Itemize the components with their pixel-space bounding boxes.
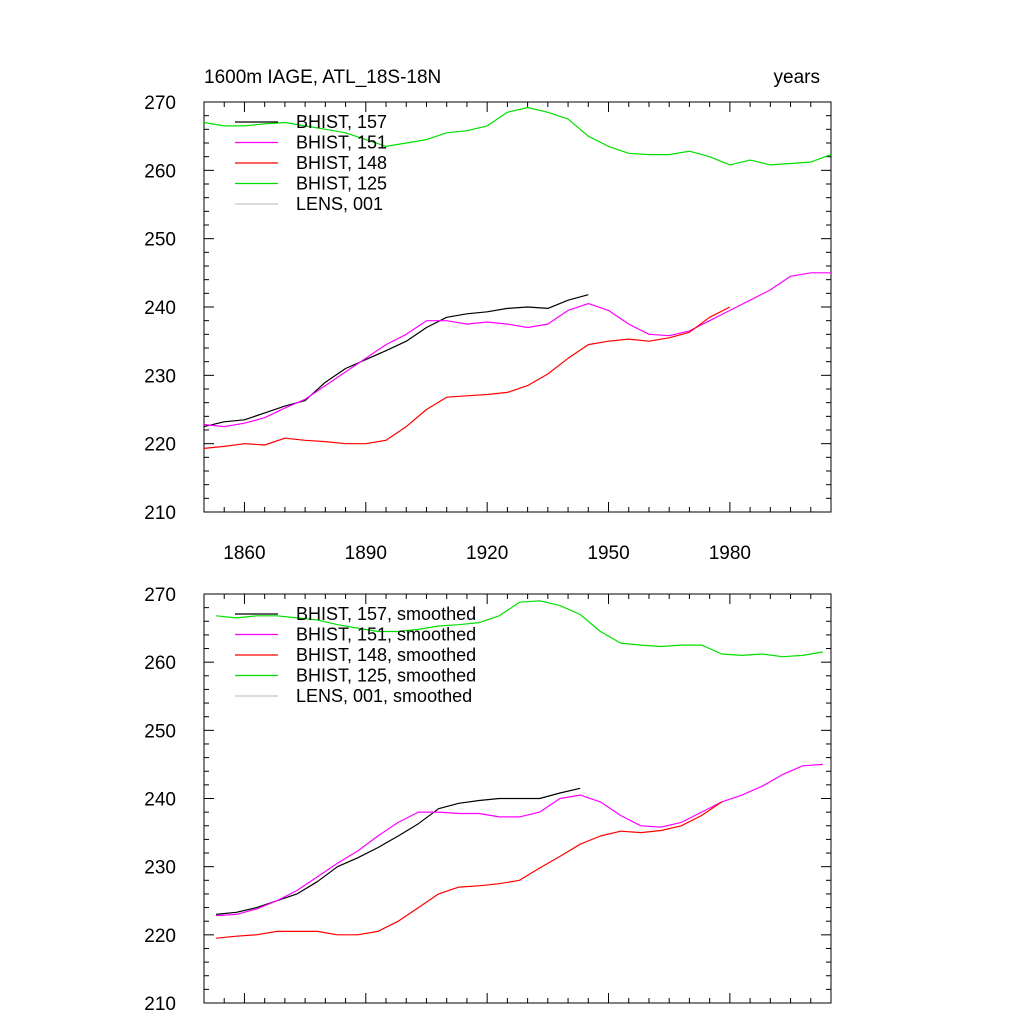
bottom-y-tick-label: 270: [144, 585, 176, 606]
top-legend-label: LENS, 001: [296, 194, 383, 214]
bottom-legend-label: BHIST, 148, smoothed: [296, 645, 476, 665]
top-legend-label: BHIST, 125: [296, 174, 387, 194]
top-series-line-bhist-157: [203, 294, 589, 428]
top-x-tick-label: 1890: [345, 543, 387, 564]
bottom-series-line-bhist-151-smoothed: [216, 763, 823, 917]
top-x-tick-label: 1980: [709, 543, 751, 564]
top-y-tick-label: 260: [144, 161, 176, 182]
bottom-series-line-bhist-148-smoothed: [216, 801, 723, 939]
bottom-legend-label: BHIST, 151, smoothed: [296, 625, 476, 645]
top-x-tick-label: 1950: [587, 543, 629, 564]
top-legend-label: BHIST, 157: [296, 112, 387, 132]
top-series-line-bhist-151: [203, 272, 831, 428]
bottom-y-tick-label: 230: [144, 858, 176, 879]
top-y-tick-label: 250: [144, 230, 176, 251]
top-panel: 1600m IAGE, ATL_18S-18N years 210 220 230 2…: [144, 67, 832, 564]
top-series-line-bhist-125: [203, 106, 832, 166]
bottom-series-line-bhist-125-smoothed: [216, 600, 824, 658]
top-legend-label: BHIST, 151: [296, 133, 387, 153]
top-x-tick-label: 1860: [223, 543, 265, 564]
top-y-tick-label: 220: [144, 435, 176, 456]
bottom-legend-label: BHIST, 157, smoothed: [296, 604, 476, 624]
top-y-tick-label: 270: [144, 93, 176, 114]
top-x-tick-label: 1920: [466, 543, 508, 564]
bottom-y-tick-label: 240: [144, 790, 176, 811]
bottom-y-tick-label: 220: [144, 926, 176, 947]
bottom-y-tick-label: 250: [144, 721, 176, 742]
top-panel-units: years: [774, 67, 820, 88]
bottom-y-tick-label: 210: [144, 994, 176, 1015]
bottom-legend-label: LENS, 001, smoothed: [296, 686, 472, 706]
bottom-series-line-bhist-157-smoothed: [216, 787, 581, 915]
top-y-tick-label: 210: [144, 503, 176, 524]
top-legend-label: BHIST, 148: [296, 153, 387, 173]
top-y-tick-label: 230: [144, 366, 176, 387]
top-series-line-bhist-148: [203, 306, 731, 449]
bottom-panel: 210 220 230 240 250 260 270 BHIST, 157, smoothe…: [144, 585, 832, 1015]
top-y-tick-label: 240: [144, 298, 176, 319]
bottom-y-tick-label: 260: [144, 653, 176, 674]
bottom-legend-label: BHIST, 125, smoothed: [296, 666, 476, 686]
top-panel-title: 1600m IAGE, ATL_18S-18N: [204, 67, 441, 88]
